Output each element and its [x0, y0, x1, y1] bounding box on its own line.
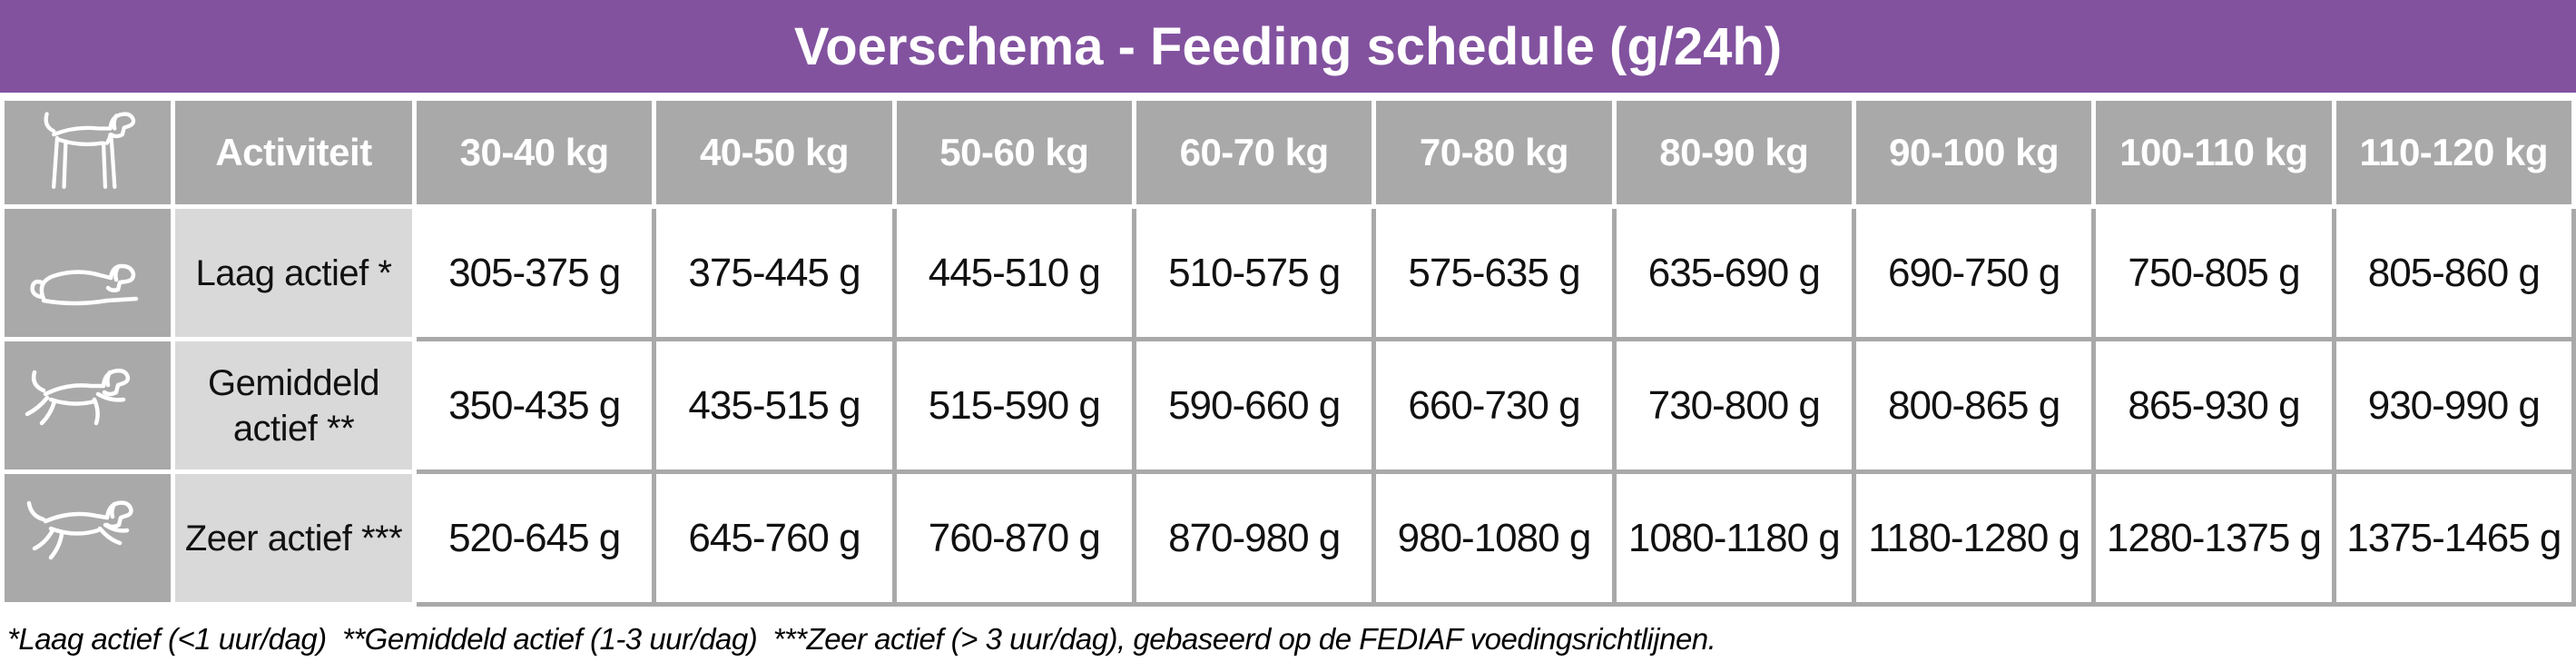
footnote-text: *Laag actief (<1 uur/dag) **Gemiddeld ac…	[7, 622, 1716, 656]
value-cell: 760-870 g	[891, 469, 1136, 607]
dog-running-icon-cell	[0, 337, 175, 474]
dog-standing-icon	[44, 112, 135, 189]
dog-standing-icon-cell	[0, 96, 175, 209]
value-cell: 730-800 g	[1611, 337, 1856, 474]
value-cell: 635-690 g	[1611, 204, 1856, 341]
value-cell: 980-1080 g	[1372, 469, 1617, 607]
table-header-row: Activiteit 30-40 kg 40-50 kg 50-60 kg 60…	[0, 96, 2576, 209]
value-cell: 575-635 g	[1372, 204, 1617, 341]
dog-galloping-icon	[26, 499, 133, 559]
value-cell: 660-730 g	[1372, 337, 1617, 474]
value-cell: 865-930 g	[2091, 337, 2336, 474]
weight-header: 60-70 kg	[1131, 96, 1377, 209]
value-cell: 435-515 g	[652, 337, 897, 474]
dog-galloping-icon-cell	[0, 469, 175, 607]
row-gemiddeld-actief: Gemiddeld actief ** 350-435 g 435-515 g …	[0, 337, 2576, 474]
value-cell: 645-760 g	[652, 469, 897, 607]
value-cell: 930-990 g	[2331, 337, 2576, 474]
weight-header: 90-100 kg	[1851, 96, 2097, 209]
value-cell: 1180-1280 g	[1851, 469, 2097, 607]
weight-header: 70-80 kg	[1372, 96, 1617, 209]
value-cell: 1280-1375 g	[2091, 469, 2336, 607]
weight-header: 30-40 kg	[411, 96, 657, 209]
row-zeer-actief: Zeer actief *** 520-645 g 645-760 g 760-…	[0, 469, 2576, 607]
activity-label: Gemiddeld actief **	[171, 337, 417, 474]
weight-header: 110-120 kg	[2331, 96, 2576, 209]
dog-lying-icon	[29, 263, 138, 305]
weight-header: 80-90 kg	[1611, 96, 1856, 209]
value-cell: 1375-1465 g	[2331, 469, 2576, 607]
value-cell: 445-510 g	[891, 204, 1136, 341]
value-cell: 805-860 g	[2331, 204, 2576, 341]
value-cell: 350-435 g	[411, 337, 657, 474]
title-bar: Voerschema - Feeding schedule (g/24h)	[0, 0, 2576, 93]
value-cell: 870-980 g	[1131, 469, 1377, 607]
value-cell: 305-375 g	[411, 204, 657, 341]
value-cell: 520-645 g	[411, 469, 657, 607]
value-cell: 375-445 g	[652, 204, 897, 341]
value-cell: 1080-1180 g	[1611, 469, 1856, 607]
value-cell: 750-805 g	[2091, 204, 2336, 341]
feeding-table: Activiteit 30-40 kg 40-50 kg 50-60 kg 60…	[0, 96, 2576, 607]
activity-label: Zeer actief ***	[171, 469, 417, 607]
value-cell: 590-660 g	[1131, 337, 1377, 474]
activity-column-header: Activiteit	[171, 96, 417, 209]
value-cell: 690-750 g	[1851, 204, 2097, 341]
weight-header: 40-50 kg	[652, 96, 897, 209]
dog-running-icon	[25, 368, 130, 425]
weight-header: 50-60 kg	[891, 96, 1136, 209]
page-title: Voerschema - Feeding schedule (g/24h)	[793, 16, 1783, 76]
value-cell: 510-575 g	[1131, 204, 1377, 341]
value-cell: 800-865 g	[1851, 337, 2097, 474]
row-laag-actief: Laag actief * 305-375 g 375-445 g 445-51…	[0, 204, 2576, 341]
activity-label: Laag actief *	[171, 204, 417, 341]
value-cell: 515-590 g	[891, 337, 1136, 474]
weight-header: 100-110 kg	[2091, 96, 2336, 209]
dog-lying-icon-cell	[0, 204, 175, 341]
